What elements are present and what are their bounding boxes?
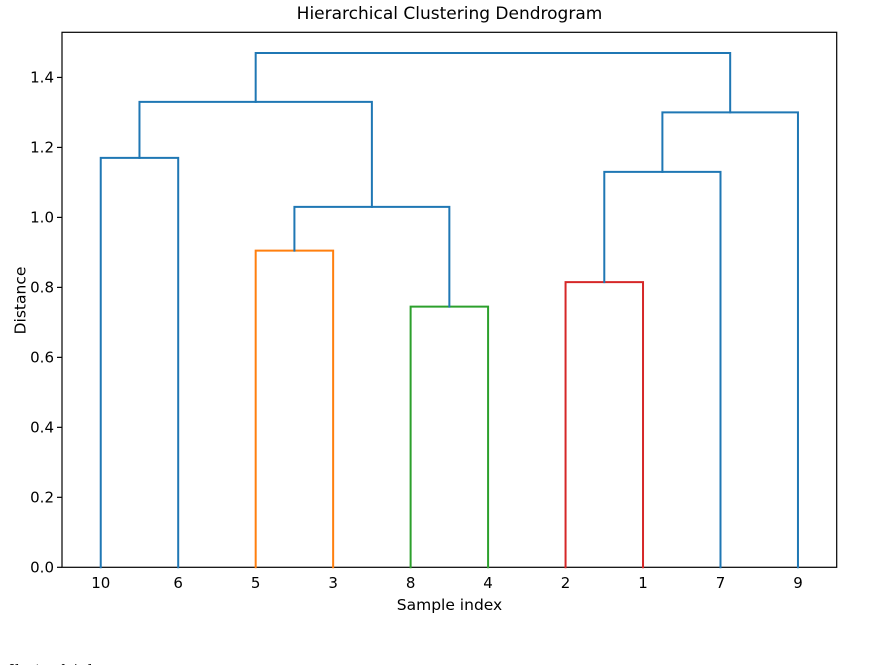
dendrogram-link: [293, 205, 451, 308]
dendrogram-link: [661, 111, 799, 569]
console-output: Cluster labels: [1 1 3 3 3 4 1 3 2 4]: [8, 625, 147, 665]
leaf-label: 4: [483, 574, 493, 592]
y-tick-label: 0.4: [30, 419, 54, 437]
dendrogram-link: [99, 156, 180, 569]
y-tick-label: 1.0: [30, 209, 54, 227]
leaf-label: 6: [173, 574, 183, 592]
console-line-cluster-labels: Cluster labels:: [8, 660, 147, 665]
y-tick-label: 0.6: [30, 349, 54, 367]
dendrogram-link: [254, 249, 335, 569]
y-tick-label: 0.0: [30, 559, 54, 577]
x-axis-label: Sample index: [396, 596, 503, 614]
chart-title: Hierarchical Clustering Dendrogram: [296, 4, 603, 24]
leaf-label: 1: [638, 574, 648, 592]
dendrogram-link: [409, 305, 490, 569]
leaf-label: 9: [793, 574, 803, 592]
y-tick-label: 1.2: [30, 139, 54, 157]
leaf-label: 8: [406, 574, 416, 592]
leaf-label: 2: [561, 574, 571, 592]
axes-frame: [61, 31, 838, 568]
y-axis-label: Distance: [11, 266, 30, 335]
y-tick-label: 0.2: [30, 489, 54, 507]
dendrogram-link: [254, 51, 732, 114]
leaf-label: 5: [251, 574, 261, 592]
leaf-label: 7: [716, 574, 726, 592]
dendrogram-link: [138, 100, 373, 208]
dendrogram-link: [564, 281, 645, 569]
leaf-label: 10: [91, 574, 110, 592]
y-tick-label: 0.8: [30, 279, 54, 297]
leaf-label: 3: [328, 574, 338, 592]
dendrogram-link: [603, 170, 722, 569]
y-tick-label: 1.4: [30, 69, 54, 87]
